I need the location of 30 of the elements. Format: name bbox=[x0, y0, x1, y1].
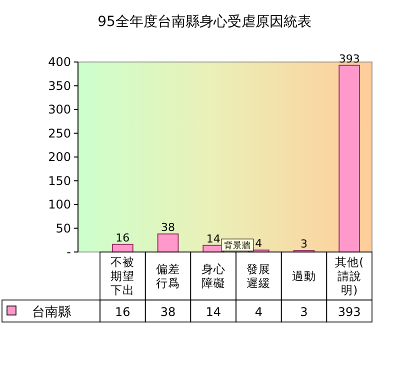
text: 3 bbox=[300, 238, 308, 251]
text: 4 bbox=[255, 237, 262, 250]
x-tick-label: 過動 bbox=[292, 269, 316, 283]
text: 393 bbox=[338, 52, 360, 66]
y-tick-label: 150 bbox=[48, 174, 71, 188]
text: 38 bbox=[161, 220, 175, 234]
x-tick-label: 身心障礙 bbox=[201, 262, 226, 290]
data-label: 4 bbox=[254, 305, 262, 319]
x-tick-label: 不被期望下出 bbox=[110, 255, 135, 297]
data-label: 14 bbox=[206, 305, 221, 319]
text: 台南縣 bbox=[32, 305, 71, 320]
data-label: 393 bbox=[338, 305, 361, 319]
y-tick-label: 350 bbox=[48, 78, 71, 93]
data-label: 3 bbox=[300, 305, 308, 319]
data-label: 38 bbox=[160, 305, 176, 319]
x-tick-label: 偏差行爲 bbox=[156, 262, 180, 290]
x-tick-label: 其他(請說明) bbox=[335, 255, 364, 297]
y-tick-label: 200 bbox=[48, 150, 71, 164]
x-tick-label: 發展遲緩 bbox=[246, 262, 271, 290]
y-tick-label: 300 bbox=[48, 102, 71, 116]
y-tick-label: 50 bbox=[56, 221, 71, 236]
chart-title: 95全年度台南縣身心受虐原因統表 bbox=[98, 14, 312, 30]
text: 16 bbox=[116, 231, 130, 244]
y-tick-label: 100 bbox=[48, 198, 71, 212]
text: 14 bbox=[206, 232, 220, 246]
y-tick-label: 400 bbox=[48, 55, 71, 69]
y-tick-label: - bbox=[66, 245, 71, 259]
data-label: 16 bbox=[115, 305, 130, 319]
y-tick-label: 250 bbox=[48, 126, 71, 140]
annotation: 背景牆 bbox=[224, 240, 251, 251]
